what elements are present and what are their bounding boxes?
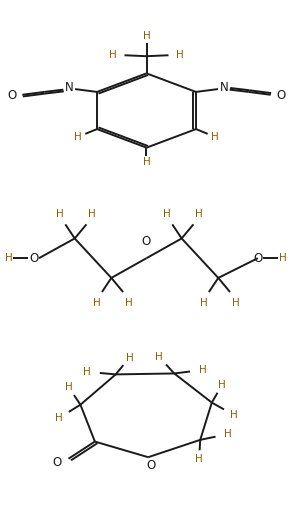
Text: H: H: [88, 209, 96, 219]
Text: O: O: [253, 252, 263, 265]
Text: O: O: [146, 459, 156, 472]
Text: H: H: [65, 382, 73, 392]
Text: H: H: [5, 253, 13, 263]
Text: N: N: [65, 81, 74, 94]
Text: H: H: [56, 209, 64, 219]
Text: H: H: [232, 298, 240, 307]
Text: O: O: [7, 89, 17, 102]
Text: N: N: [219, 81, 228, 94]
Text: H: H: [143, 157, 150, 167]
Text: H: H: [163, 209, 171, 219]
Text: H: H: [126, 352, 133, 363]
Text: H: H: [279, 253, 287, 263]
Text: O: O: [29, 252, 38, 265]
Text: H: H: [200, 298, 207, 307]
Text: H: H: [199, 365, 207, 375]
Text: H: H: [83, 367, 91, 377]
Text: O: O: [52, 456, 62, 469]
Text: H: H: [224, 429, 232, 439]
Text: H: H: [55, 413, 63, 423]
Text: H: H: [218, 380, 226, 390]
Text: H: H: [74, 132, 82, 141]
Text: O: O: [142, 235, 151, 248]
Text: H: H: [195, 209, 203, 219]
Text: H: H: [195, 454, 203, 464]
Text: H: H: [230, 410, 238, 420]
Text: H: H: [155, 352, 163, 362]
Text: H: H: [143, 31, 150, 41]
Text: O: O: [276, 89, 286, 102]
Text: H: H: [109, 50, 117, 60]
Text: H: H: [93, 298, 100, 307]
Text: H: H: [211, 132, 219, 141]
Text: H: H: [176, 50, 184, 60]
Text: H: H: [125, 298, 133, 307]
